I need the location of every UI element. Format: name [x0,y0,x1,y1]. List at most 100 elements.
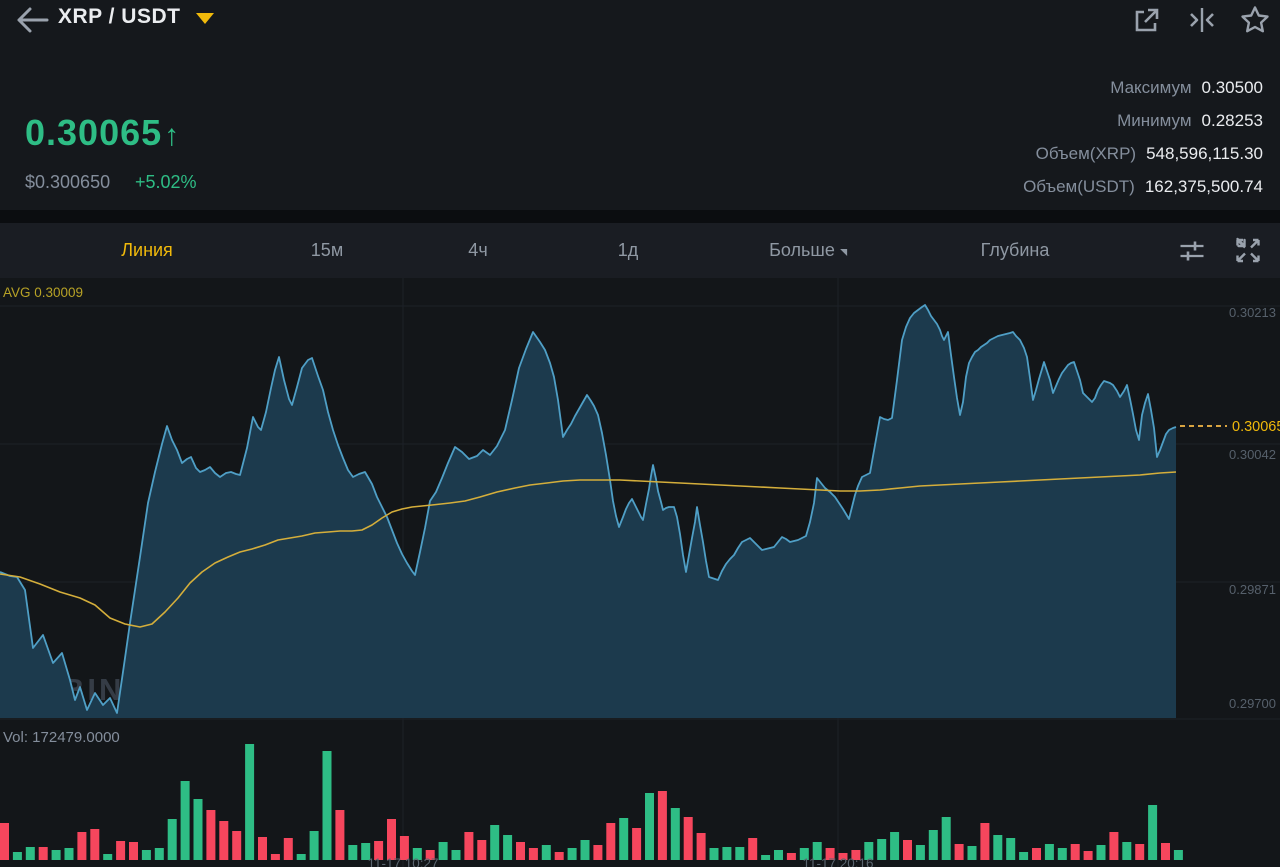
stat-label: Объем(USDT) [1023,177,1135,196]
tab-4h[interactable]: 4ч [468,240,488,260]
volume-bar [387,819,396,860]
indicator-settings-icon [1180,241,1204,261]
tab-more[interactable]: Больше [769,223,847,278]
stat-row-high: Максимум 0.30500 [1023,78,1263,111]
volume-bar [903,840,912,860]
pair-title[interactable]: XRP / USDT [58,5,181,28]
collapse-icon [1190,8,1214,32]
volume-bar [774,850,783,860]
volume-bar [1161,843,1170,860]
back-button[interactable] [14,4,50,36]
indicator-settings-button[interactable] [1179,237,1206,264]
volume-bar [490,825,500,860]
chart-svg[interactable]: BINANCE 0.302130.300420.298710.2970011-1… [0,278,1280,867]
y-axis-label: 0.29871 [1229,582,1276,597]
volume-bar [864,842,874,860]
volume-bar [12,852,22,860]
x-axis-label: 11-17 20:16 [802,856,873,867]
volume-bar [1173,850,1183,860]
volume-bar [683,817,693,860]
tab-line[interactable]: Линия [121,240,173,260]
volume-bar [1109,832,1119,860]
volume-bar [1032,848,1041,860]
y-axis-label: 0.29700 [1229,696,1276,711]
stat-value: 0.28253 [1201,111,1263,130]
fullscreen-icon [1236,237,1260,263]
volume-bar [877,839,887,860]
fullscreen-button[interactable] [1235,237,1262,264]
favorite-button[interactable] [1239,4,1271,36]
tab-more-label: Больше [769,240,835,260]
volume-bar [219,821,229,860]
volume-bar [657,791,667,860]
volume-bar [116,841,126,860]
volume-bar [1006,838,1016,860]
volume-bar [1070,844,1080,860]
volume-bar [606,823,616,860]
stat-label: Минимум [1117,111,1192,130]
volume-bar [1083,851,1093,860]
stat-value: 0.30500 [1201,78,1263,97]
y-axis-label: 0.30213 [1229,305,1276,320]
current-price-axis-label: 0.30065 [1232,419,1280,435]
x-axis-label: 11-17 10:27 [367,856,438,867]
volume-bar [1148,805,1158,860]
volume-bar [322,751,332,860]
usd-price: $0.300650 [25,172,111,192]
volume-bar [567,848,577,860]
share-icon [1135,8,1159,32]
stat-row-low: Минимум 0.28253 [1023,111,1263,144]
collapse-button[interactable] [1186,4,1218,36]
volume-bar [980,823,990,860]
volume-bar [670,808,680,860]
ma-line [0,471,1177,628]
volume-bar [77,832,87,860]
tab-1d[interactable]: 1д [617,240,639,260]
volume-bar [619,818,629,860]
volume-bar [722,847,732,860]
price-up-arrow-icon: ↑ [164,119,181,152]
volume-bar [51,850,61,860]
volume-bar [761,855,771,860]
volume-bar [1044,844,1054,860]
volume-bar [90,829,100,860]
volume-bar [141,850,151,860]
volume-bar [1135,844,1145,860]
percent-change: +5.02% [135,172,197,192]
volume-bar [129,842,138,860]
share-button[interactable] [1130,4,1162,36]
stat-value: 548,596,115.30 [1146,144,1263,163]
volume-bar [296,854,306,860]
volume-bar [503,835,513,860]
volume-bar [399,836,409,860]
volume-bar [451,850,461,860]
chart-area[interactable]: BINANCE 0.302130.300420.298710.2970011-1… [0,278,1280,867]
volume-bar [193,799,203,860]
volume-bar [928,830,938,860]
volume-bar [0,823,9,860]
avg-price-label: AVG 0.30009 [3,285,83,300]
tab-depth[interactable]: Глубина [980,240,1050,260]
volume-bar [851,850,861,860]
volume-bar [786,853,796,860]
volume-bars [0,744,1183,860]
last-price: 0.30065↑ [25,112,180,154]
volume-bar [554,852,564,860]
pair-dropdown-caret-icon[interactable] [196,13,214,24]
stat-value: 162,375,500.74 [1144,177,1263,196]
volume-bar [941,817,951,860]
more-caret-icon [839,249,847,256]
stats-list: Максимум 0.30500 Минимум 0.28253 Объем(X… [1023,78,1263,210]
volume-bar [464,832,474,860]
header-bar: XRP / USDT [0,0,1280,40]
volume-bar [1096,845,1106,860]
favorite-star-icon [1241,6,1269,33]
chart-toolbar: Линия 15м 4ч 1д Больше Глубина [0,223,1280,278]
stat-label: Объем(XRP) [1035,144,1137,163]
volume-bar [632,828,642,860]
volume-bar [1019,852,1029,860]
volume-bar [516,842,525,860]
price-info-panel: 0.30065↑ $0.300650 +5.02% Максимум 0.305… [0,40,1280,218]
tab-15m[interactable]: 15м [310,240,344,260]
